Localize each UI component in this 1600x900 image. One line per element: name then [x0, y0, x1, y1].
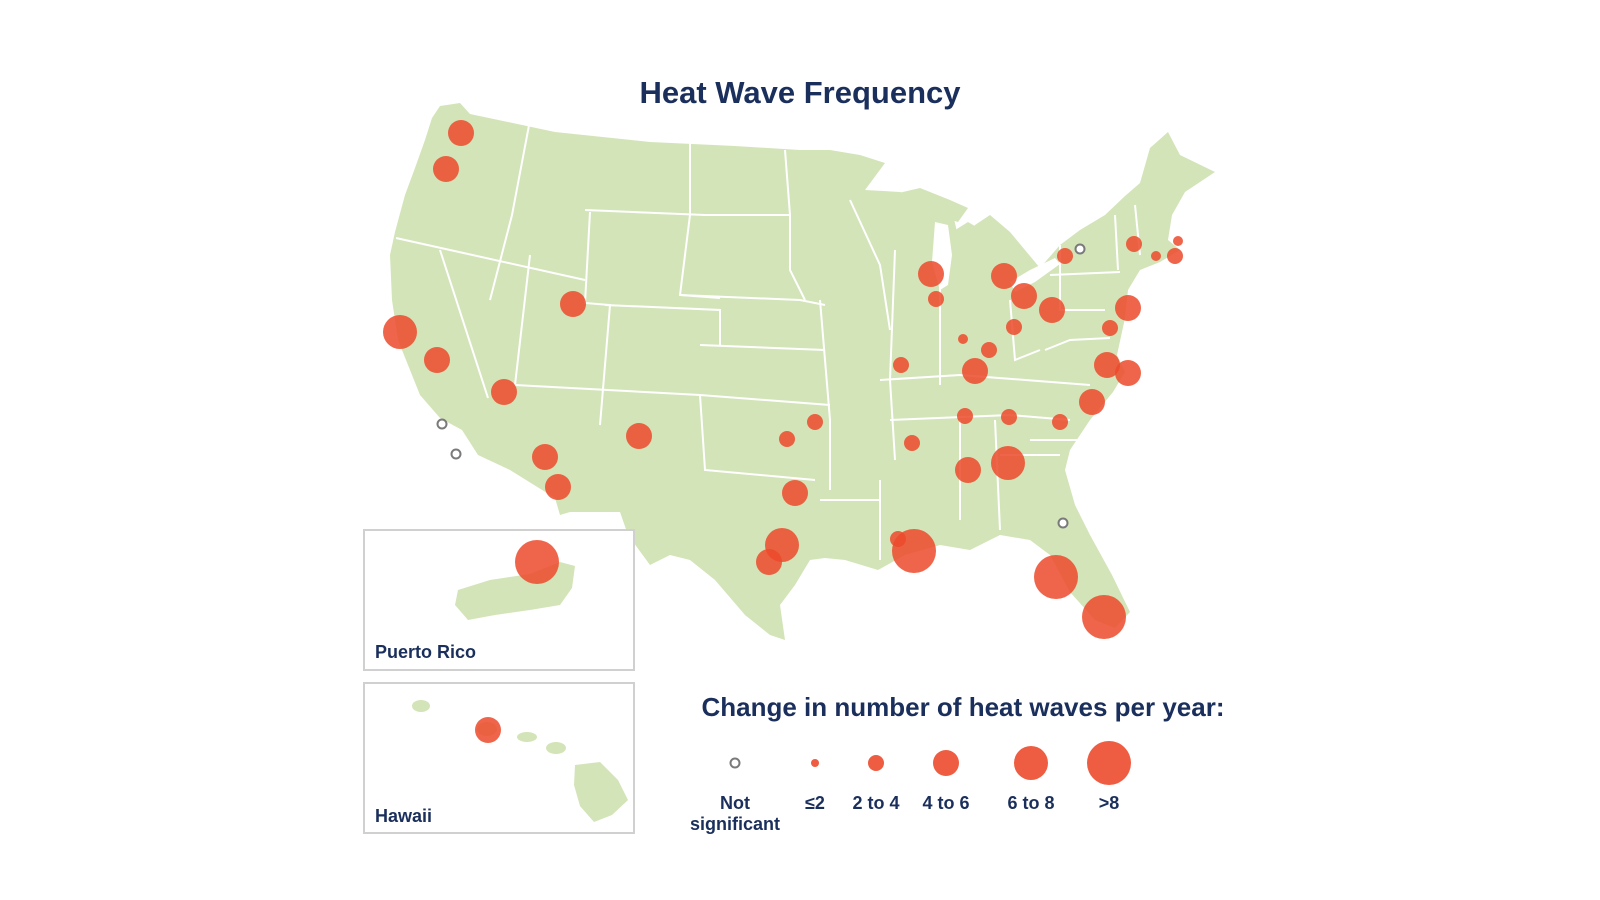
- legend-label-gt8: >8: [1099, 793, 1120, 813]
- marker-phoenix: [532, 444, 558, 470]
- marker-salt-lake: [560, 291, 586, 317]
- legend-label-2to4: 2 to 4: [852, 793, 899, 813]
- marker-raleigh: [1079, 389, 1105, 415]
- marker-miami: [1082, 595, 1126, 639]
- marker-nashville: [957, 408, 973, 424]
- marker-pittsburgh: [1039, 297, 1065, 323]
- legend-title: Change in number of heat waves per year:: [701, 692, 1224, 722]
- marker-columbus: [1006, 319, 1022, 335]
- inset-hawaii: Hawaii: [363, 682, 635, 834]
- marker-philadelphia: [1115, 295, 1141, 321]
- legend-item-le2: ≤2: [805, 759, 825, 813]
- marker-tucson: [545, 474, 571, 500]
- marker-san-francisco: [383, 315, 417, 349]
- legend-item-6to8: 6 to 8: [1007, 746, 1055, 813]
- legend-item-2to4: 2 to 4: [852, 755, 900, 813]
- marker-knoxville: [1001, 409, 1017, 425]
- legend-item-4to6: 4 to 6: [922, 750, 970, 813]
- marker-dallas: [782, 480, 808, 506]
- legend-label-6to8: 6 to 8: [1007, 793, 1054, 813]
- hawaii-islands: [412, 700, 628, 822]
- marker-puerto-rico: [515, 540, 559, 584]
- marker-tampa: [1034, 555, 1078, 599]
- heat-wave-markers: [383, 120, 1183, 639]
- legend-item-not-significant: Not significant: [690, 757, 780, 834]
- legend-symbol-not-significant: [729, 757, 741, 769]
- marker-ns-jacksonville: [1057, 517, 1069, 529]
- marker-louisville: [962, 358, 988, 384]
- marker-memphis: [904, 435, 920, 451]
- inset-puerto-rico: Puerto Rico: [363, 529, 635, 671]
- marker-chicago: [918, 261, 944, 287]
- marker-toledo: [1011, 283, 1037, 309]
- marker-ns-san-diego: [450, 448, 462, 460]
- inset-puerto-rico-label: Puerto Rico: [375, 642, 476, 662]
- marker-richmond: [1094, 352, 1120, 378]
- marker-hartford: [1151, 251, 1161, 261]
- legend-symbol-gt8: [1087, 741, 1131, 785]
- marker-ns-los-angeles: [436, 418, 448, 430]
- contiguous-us-land: [390, 103, 1215, 640]
- marker-oklahoma: [807, 414, 823, 430]
- legend-label-not-significant: Not: [720, 793, 750, 813]
- michigan-upper-land: [890, 188, 968, 222]
- marker-norfolk: [1115, 360, 1141, 386]
- marker-baltimore: [1102, 320, 1118, 336]
- marker-ns-rochester: [1074, 243, 1086, 255]
- marker-peoria: [928, 291, 944, 307]
- marker-boston: [1167, 248, 1183, 264]
- legend-symbol-2to4: [868, 755, 884, 771]
- legend-symbol-6to8: [1014, 746, 1048, 780]
- map-title: Heat Wave Frequency: [639, 75, 961, 110]
- marker-honolulu: [475, 717, 501, 743]
- legend-label-4to6: 4 to 6: [922, 793, 969, 813]
- marker-seattle: [448, 120, 474, 146]
- legend-item-gt8: >8: [1087, 741, 1131, 813]
- marker-sacramento: [424, 347, 450, 373]
- marker-birmingham: [955, 457, 981, 483]
- marker-amarillo: [779, 431, 795, 447]
- not-significant-markers: [436, 243, 1086, 529]
- marker-buffalo: [1057, 248, 1073, 264]
- marker-st-louis: [893, 357, 909, 373]
- marker-albany: [1126, 236, 1142, 252]
- marker-detroit: [991, 263, 1017, 289]
- marker-atlanta: [991, 446, 1025, 480]
- marker-las-vegas: [491, 379, 517, 405]
- marker-albuquerque: [626, 423, 652, 449]
- marker-lexington: [981, 342, 997, 358]
- marker-portland: [433, 156, 459, 182]
- marker-new-orleans: [892, 529, 936, 573]
- legend: Change in number of heat waves per year:…: [690, 692, 1225, 834]
- state-borders: [395, 119, 1141, 560]
- legend-symbol-le2: [811, 759, 819, 767]
- legend-symbol-4to6: [933, 750, 959, 776]
- marker-indianapolis-small: [958, 334, 968, 344]
- legend-label-not-significant-line2: significant: [690, 814, 780, 834]
- marker-maine-coast: [1173, 236, 1183, 246]
- marker-charlotte: [1052, 414, 1068, 430]
- marker-san-antonio: [756, 549, 782, 575]
- legend-label-le2: ≤2: [805, 793, 825, 813]
- inset-hawaii-label: Hawaii: [375, 806, 432, 826]
